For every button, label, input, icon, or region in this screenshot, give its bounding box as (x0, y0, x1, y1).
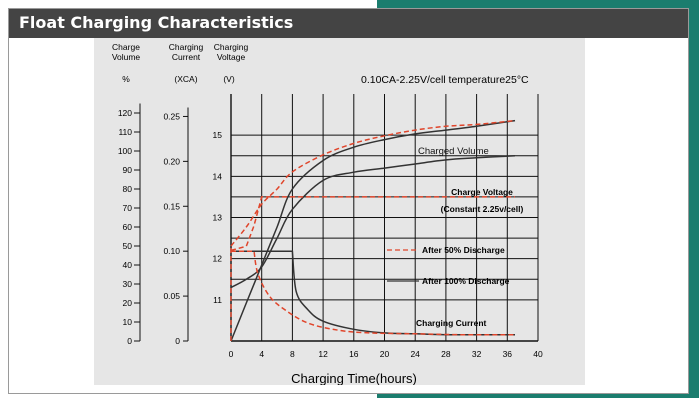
charged-volume-label: Charged Volume (418, 146, 489, 157)
plot-grid (230, 94, 539, 342)
voltage-tick-label: 13 (213, 213, 223, 223)
volume-tick-label: 0 (127, 336, 132, 346)
volume-tick-label: 10 (123, 317, 133, 327)
x-tick-label: 4 (259, 349, 264, 359)
x-axis: 0 4 8 12 16 20 24 28 32 36 40 (229, 349, 543, 359)
volume-tick-label: 50 (123, 241, 133, 251)
volume-axis-header-1: Charge (112, 42, 140, 52)
charging-current-label: Charging Current (416, 318, 487, 328)
voltage-tick-label: 14 (213, 171, 223, 181)
current-tick-label: 0.10 (163, 246, 180, 256)
x-tick-label: 24 (410, 349, 420, 359)
volume-axis-unit: % (122, 74, 130, 84)
condition-text: 0.10CA-2.25V/cell temperature25°C (361, 74, 529, 86)
series-charged-volume-50pct (230, 119, 516, 247)
x-tick-label: 20 (380, 349, 390, 359)
current-tick-label: 0.05 (163, 291, 180, 301)
current-tick-label: 0.20 (163, 156, 180, 166)
voltage-axis-header-1: Charging (214, 42, 249, 52)
x-tick-label: 28 (441, 349, 451, 359)
voltage-tick-label: 12 (213, 254, 223, 264)
charge-voltage-label: Charge Voltage (451, 187, 513, 197)
card-title: Float Charging Characteristics (19, 13, 294, 32)
x-tick-label: 40 (533, 349, 543, 359)
series-charging-current-100pct (231, 250, 515, 336)
voltage-tick-label: 15 (213, 130, 223, 140)
series-charging-current-50pct (231, 250, 516, 336)
legend-label-50: After 50% Discharge (422, 245, 505, 255)
volume-axis: 0 10 20 30 40 50 60 70 80 90 100 110 120 (118, 103, 141, 346)
volume-tick-label: 60 (123, 222, 133, 232)
volume-tick-label: 30 (123, 279, 133, 289)
current-tick-label: 0.25 (163, 111, 180, 121)
float-charging-chart: Charge Volume % Charging Current (XCA) C… (112, 42, 543, 386)
series-layer (230, 119, 516, 342)
current-tick-label: 0.15 (163, 201, 180, 211)
volume-tick-label: 120 (118, 108, 132, 118)
legend-label-100: After 100% Discharge (422, 276, 510, 286)
volume-tick-label: 110 (118, 127, 132, 137)
current-axis-header-2: Current (172, 52, 201, 62)
voltage-tick-label: 11 (213, 295, 222, 305)
voltage-axis-unit: (V) (223, 74, 235, 84)
volume-tick-label: 80 (123, 184, 133, 194)
chart-panel: Charge Volume % Charging Current (XCA) C… (94, 38, 585, 386)
volume-tick-label: 100 (118, 146, 132, 156)
voltage-axis-header-2: Voltage (217, 52, 246, 62)
current-axis-header-1: Charging (169, 42, 204, 52)
volume-tick-label: 70 (123, 203, 133, 213)
volume-tick-label: 40 (123, 260, 133, 270)
x-axis-title: Charging Time(hours) (291, 371, 417, 385)
volume-axis-header-2: Volume (112, 52, 141, 62)
volume-tick-label: 90 (123, 165, 133, 175)
current-axis: 0 0.05 0.10 0.15 0.20 0.25 (163, 107, 189, 346)
x-tick-label: 0 (229, 349, 234, 359)
series-charge-voltage-50pct (230, 196, 515, 252)
voltage-axis: 11 12 13 14 15 (213, 130, 223, 305)
volume-tick-label: 20 (123, 298, 133, 308)
current-axis-unit: (XCA) (174, 74, 197, 84)
current-tick-label: 0 (175, 336, 180, 346)
x-tick-label: 12 (318, 349, 328, 359)
x-tick-label: 36 (503, 349, 513, 359)
x-tick-label: 16 (349, 349, 359, 359)
x-tick-label: 32 (472, 349, 482, 359)
charge-voltage-sublabel: (Constant 2.25v/cell) (441, 204, 524, 214)
series-charge-voltage-100pct (230, 155, 516, 289)
card-header: Float Charging Characteristics (9, 9, 688, 38)
x-tick-label: 8 (290, 349, 295, 359)
